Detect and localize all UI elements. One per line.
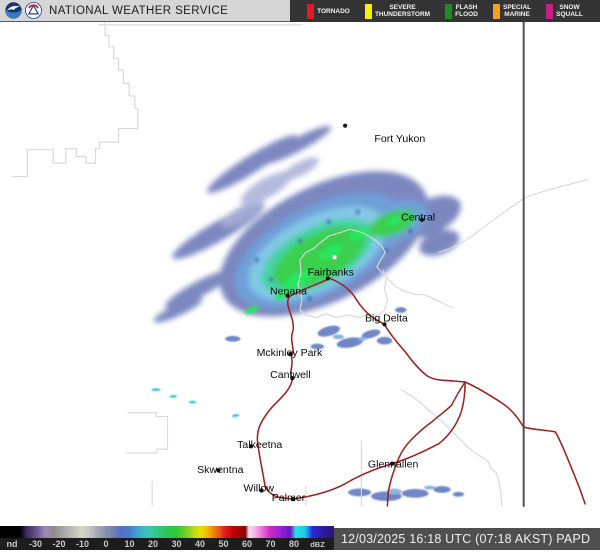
city-dot (288, 352, 293, 357)
city-dot (419, 217, 425, 222)
warning-color-swatch (445, 3, 453, 19)
scale-tick-label: 50 (218, 539, 229, 549)
radar-map[interactable]: Fort Yukon Central Fairbanks Nenana Big Delt… (0, 22, 600, 550)
warning-color-swatch (546, 3, 554, 19)
reflectivity-colorbar (0, 526, 334, 538)
nws-logo[interactable] (25, 2, 42, 19)
scale-tick-label: dBZ (310, 540, 325, 549)
city-dot (390, 461, 395, 466)
city-label: Central (401, 212, 435, 224)
warning-legend-item: TORNADO (307, 3, 350, 19)
richardson-highway-south (383, 323, 466, 507)
radar-cyan-dashes (151, 388, 240, 418)
warning-label: SEVERE THUNDERSTORM (374, 4, 431, 18)
scale-tick-label: -30 (28, 539, 43, 549)
warning-legend-item: SNOW SQUALL (546, 3, 583, 19)
warning-legend-item: SEVERE THUNDERSTORM (364, 3, 431, 19)
radar-bright-spots (244, 216, 402, 315)
warning-label: TORNADO (317, 7, 350, 15)
city-dot (285, 293, 290, 298)
richardson-highway-north (328, 277, 386, 326)
scale-tick-label: nd (6, 539, 18, 549)
scale-tick-label: 10 (124, 539, 135, 549)
scale-tick-label: 80 (288, 539, 300, 549)
reflectivity-scale: nd -30 -20 -10 0 10 20 30 40 50 60 70 80 dBZ (0, 526, 334, 550)
warning-color-swatch (307, 3, 315, 19)
radar-lavender-patches (221, 157, 319, 228)
highways (256, 277, 586, 507)
city-dot (248, 444, 254, 449)
timestamp-panel: 12/03/2025 16:18 UTC (07:18 AKST) PAPD (334, 528, 600, 550)
radar-south-specks-light (332, 334, 436, 495)
city-label: Palmer (272, 492, 306, 504)
city-dot (216, 468, 221, 473)
header-bar: NATIONAL WEATHER SERVICE TORNADO SEVERE T… (0, 0, 600, 22)
radar-south-specks (225, 307, 465, 502)
radar-echo-layer (151, 125, 465, 502)
city-label: Nenana (270, 286, 307, 298)
reflectivity-tick-labels: nd -30 -20 -10 0 10 20 30 40 50 60 70 80 dBZ (0, 538, 334, 550)
warning-label: SNOW SQUALL (556, 4, 583, 18)
scale-tick-label: 20 (147, 539, 159, 549)
city-label: Cantwell (270, 369, 310, 381)
city-label: Mckinley Park (257, 347, 323, 359)
radar-site-marker (332, 255, 337, 260)
warning-label: SPECIAL MARINE (502, 4, 532, 18)
scale-tick-label: -20 (52, 539, 66, 549)
scale-tick-label: 0 (103, 539, 109, 549)
glenn-highway (292, 381, 466, 500)
warning-label: FLASH FLOOD (455, 4, 478, 18)
alaska-highway (464, 381, 586, 505)
city-dot (290, 376, 295, 381)
warning-legend-item: FLASH FLOOD (445, 3, 478, 19)
city-label: Talkeetna (237, 439, 282, 451)
city-label: Big Delta (365, 313, 408, 325)
city-dot (259, 488, 264, 493)
scale-tick-label: 70 (265, 539, 276, 549)
scale-tick-label: 30 (171, 539, 182, 549)
scale-tick-label: 60 (241, 539, 253, 549)
city-label: Fort Yukon (374, 133, 425, 145)
city-label: Glennallen (368, 458, 419, 470)
site-title: NATIONAL WEATHER SERVICE (49, 4, 229, 17)
city-dot (382, 322, 387, 327)
city-label: Fairbanks (308, 266, 354, 278)
warning-color-swatch (364, 3, 372, 19)
city-label: Skwentna (197, 464, 243, 476)
warning-legend-item: SPECIAL MARINE (492, 3, 532, 19)
warning-color-swatch (492, 3, 500, 19)
brand: NATIONAL WEATHER SERVICE (0, 2, 228, 19)
city-dot (343, 123, 348, 128)
warning-legend: TORNADO SEVERE THUNDERSTORM FLASH FLOOD SPE… (290, 0, 600, 22)
city-label: Willow (243, 482, 274, 494)
scale-tick-label: 40 (194, 539, 206, 549)
city-dot (325, 276, 330, 281)
zone-boundaries (12, 22, 589, 506)
scale-tick-label: -10 (75, 539, 90, 549)
city-dot (291, 497, 296, 502)
noaa-logo[interactable] (5, 2, 22, 19)
